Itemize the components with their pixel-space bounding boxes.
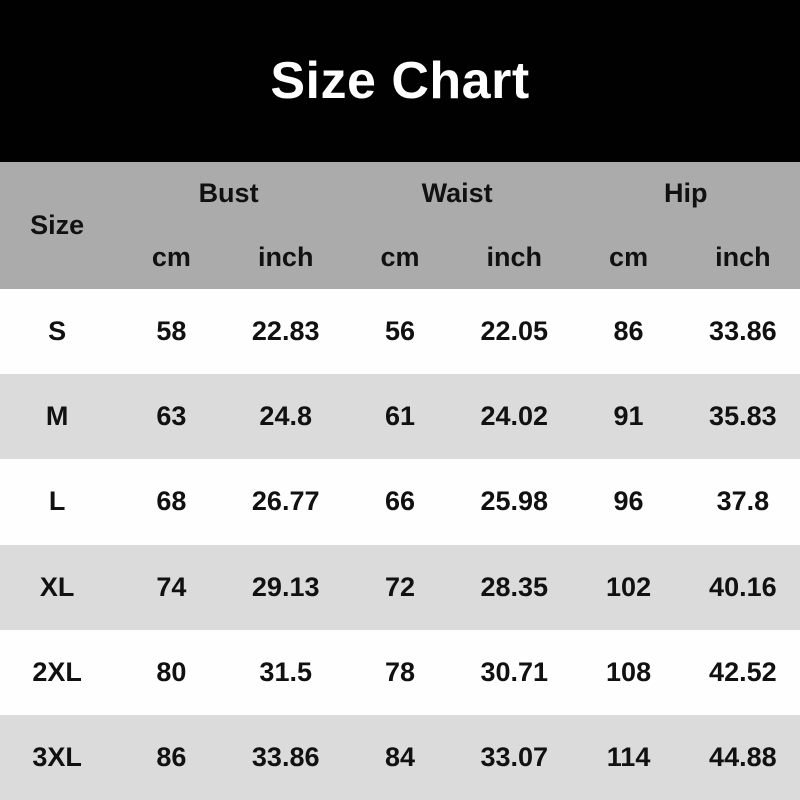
value-cell: 66 (384, 486, 416, 517)
size-cell: S (48, 316, 67, 347)
value-cell: 84 (384, 741, 416, 772)
unit-header-hip-cm: cm (609, 241, 649, 272)
page-title: Size Chart (270, 52, 530, 110)
value-cell: 30.71 (480, 656, 549, 687)
size-cell: L (48, 486, 66, 517)
value-cell: 91 (613, 401, 644, 432)
table-row-m: M 63 24.8 61 24.02 91 35.83 (0, 374, 800, 460)
size-cell: M (45, 401, 69, 432)
value-cell: 22.05 (480, 316, 549, 347)
value-cell: 25.98 (480, 486, 549, 517)
value-cell: 33.07 (480, 741, 549, 772)
column-group-hip: Hip (663, 178, 708, 209)
value-cell: 28.35 (480, 571, 549, 602)
value-cell: 33.86 (709, 316, 777, 347)
size-cell: 2XL (32, 656, 82, 687)
unit-header-waist-inch: inch (486, 241, 543, 272)
column-group-bust: Bust (198, 178, 259, 209)
table-row-l: L 68 26.77 66 25.98 96 37.8 (0, 459, 800, 545)
value-cell: 40.16 (709, 571, 777, 602)
value-cell: 26.77 (251, 486, 320, 517)
table-row-3xl: 3XL 86 33.86 84 33.07 114 44.88 (0, 714, 800, 800)
title-band: Size Chart (0, 0, 800, 162)
value-cell: 37.8 (716, 486, 770, 517)
unit-header-hip-inch: inch (715, 241, 771, 272)
value-cell: 61 (384, 401, 416, 432)
unit-header-waist-cm: cm (380, 241, 420, 272)
unit-header-bust-cm: cm (151, 241, 191, 272)
value-cell: 22.83 (251, 316, 320, 347)
value-cell: 68 (156, 486, 187, 517)
value-cell: 114 (606, 741, 651, 772)
value-cell: 58 (156, 316, 187, 347)
value-cell: 72 (384, 571, 416, 602)
table-body: S 58 22.83 56 22.05 86 33.86 M 63 24.8 6… (0, 289, 800, 800)
table-row-s: S 58 22.83 56 22.05 86 33.86 (0, 289, 800, 375)
value-cell: 102 (606, 571, 652, 602)
value-cell: 33.86 (251, 741, 320, 772)
column-group-waist: Waist (421, 178, 493, 209)
table-row-xl: XL 74 29.13 72 28.35 102 40.16 (0, 544, 800, 630)
value-cell: 29.13 (251, 571, 320, 602)
value-cell: 35.83 (709, 401, 777, 432)
size-cell: 3XL (32, 741, 82, 772)
value-cell: 24.8 (259, 401, 312, 432)
size-cell: XL (39, 571, 75, 602)
value-cell: 80 (156, 656, 187, 687)
value-cell: 63 (156, 401, 187, 432)
table-header: Size Bust Waist Hip cm inch cm inch cm i… (0, 162, 800, 289)
value-cell: 86 (613, 316, 644, 347)
table-row-2xl: 2XL 80 31.5 78 30.71 108 42.52 (0, 629, 800, 715)
value-cell: 31.5 (259, 656, 312, 687)
value-cell: 78 (384, 656, 416, 687)
value-cell: 108 (606, 656, 652, 687)
value-cell: 96 (613, 486, 644, 517)
value-cell: 24.02 (480, 401, 549, 432)
column-header-size: Size (30, 210, 85, 240)
value-cell: 86 (156, 741, 187, 772)
value-cell: 74 (156, 571, 187, 602)
value-cell: 56 (384, 316, 416, 347)
value-cell: 42.52 (709, 656, 777, 687)
value-cell: 44.88 (709, 741, 777, 772)
unit-header-bust-inch: inch (257, 241, 314, 272)
